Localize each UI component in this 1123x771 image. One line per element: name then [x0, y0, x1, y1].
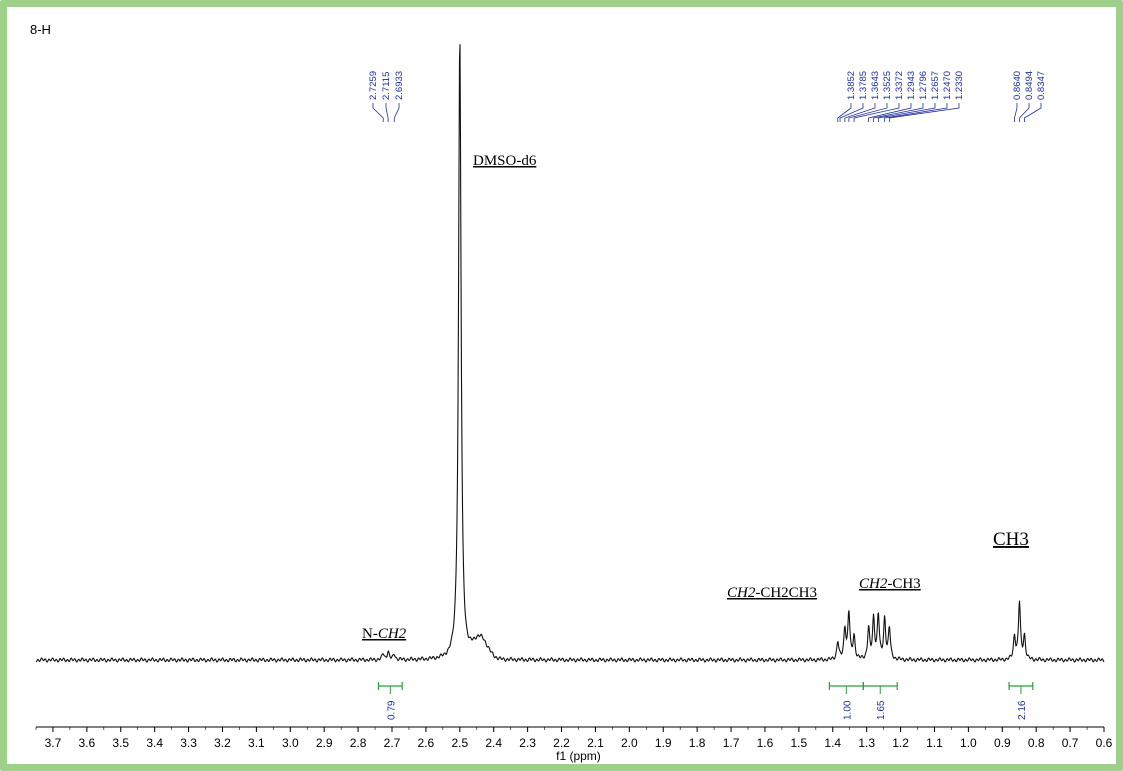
assignment-label-2: CH2-CH2CH3 — [727, 585, 817, 601]
peak-value-label: 0.8494 — [1024, 71, 1035, 100]
x-tick-label-13: 2.4 — [485, 736, 502, 750]
peak-value-label: 1.2470 — [942, 71, 953, 100]
peak-label-connector — [848, 103, 888, 122]
peak-value-label: 1.2657 — [930, 71, 941, 100]
x-tick-label-10: 2.7 — [384, 736, 401, 750]
x-tick-label-20: 1.7 — [723, 736, 740, 750]
peak-label-connector — [1014, 103, 1018, 122]
x-tick-label-19: 1.8 — [689, 736, 706, 750]
assignment-label-3: CH2-CH3 — [859, 576, 921, 592]
assignment-label-1: DMSO-d6 — [473, 153, 537, 169]
x-tick-label-27: 1.0 — [960, 736, 977, 750]
x-tick-label-21: 1.6 — [757, 736, 774, 750]
peak-label-connector — [888, 103, 960, 122]
x-tick-label-18: 1.9 — [655, 736, 672, 750]
peak-label-connector — [839, 103, 864, 122]
x-tick-label-1: 3.6 — [79, 736, 96, 750]
x-tick-label-0: 3.7 — [45, 736, 62, 750]
x-tick-label-3: 3.4 — [146, 736, 163, 750]
x-tick-label-26: 1.1 — [926, 736, 943, 750]
x-tick-label-14: 2.3 — [519, 736, 536, 750]
peak-label-connector — [385, 103, 389, 122]
assignment-label-0: N-CH2 — [362, 626, 407, 642]
x-tick-label-5: 3.2 — [214, 736, 231, 750]
spectrum-trace — [35, 44, 1105, 663]
x-tick-label-22: 1.5 — [791, 736, 808, 750]
x-tick-label-25: 1.2 — [892, 736, 909, 750]
sample-id: 8-H — [30, 22, 51, 37]
x-tick-label-31: 0.6 — [1096, 736, 1113, 750]
peak-label-connector — [873, 103, 924, 122]
peak-label-connector — [393, 103, 400, 122]
x-tick-label-29: 0.8 — [1028, 736, 1045, 750]
peak-value-label: 1.3785 — [858, 71, 869, 100]
peak-label-connector — [853, 103, 900, 122]
integral-value-label: 0.79 — [386, 700, 397, 720]
x-tick-label-12: 2.5 — [451, 736, 468, 750]
peak-value-label: 1.3525 — [882, 71, 893, 100]
x-tick-label-30: 0.7 — [1062, 736, 1079, 750]
peak-label-connector — [868, 103, 912, 122]
peak-value-label: 2.6933 — [394, 71, 405, 100]
x-tick-label-23: 1.4 — [824, 736, 841, 750]
assignment-label-4: CH3 — [993, 529, 1029, 550]
x-tick-label-17: 2.0 — [621, 736, 638, 750]
x-tick-label-2: 3.5 — [112, 736, 129, 750]
peak-label-connector — [837, 103, 852, 122]
x-tick-label-9: 2.8 — [350, 736, 367, 750]
x-tick-label-24: 1.3 — [858, 736, 875, 750]
peak-value-label: 1.3372 — [894, 71, 905, 100]
x-tick-label-6: 3.1 — [248, 736, 265, 750]
peak-value-label: 0.8640 — [1012, 71, 1023, 100]
integral-value-label: 1.00 — [842, 700, 853, 720]
peak-value-label: 1.2796 — [918, 71, 929, 100]
peak-label-connector — [877, 103, 936, 122]
peak-label-connector — [372, 103, 384, 122]
x-tick-label-8: 2.9 — [316, 736, 333, 750]
x-axis-label: f1 (ppm) — [556, 749, 601, 763]
peak-value-label: 0.8347 — [1036, 71, 1047, 100]
peak-label-connector — [1024, 103, 1042, 122]
peak-label-connector — [844, 103, 876, 122]
x-tick-label-11: 2.6 — [418, 736, 435, 750]
peak-value-label: 1.2330 — [954, 71, 965, 100]
x-tick-label-7: 3.0 — [282, 736, 299, 750]
peak-value-label: 2.7259 — [368, 71, 379, 100]
peak-value-label: 2.7115 — [381, 72, 392, 100]
x-tick-label-4: 3.3 — [180, 736, 197, 750]
peak-value-label: 1.3852 — [846, 71, 857, 100]
x-tick-label-16: 2.1 — [587, 736, 604, 750]
peak-label-connector — [884, 103, 948, 122]
x-tick-label-15: 2.2 — [553, 736, 570, 750]
peak-value-label: 1.3643 — [870, 71, 881, 100]
peak-label-connector — [1019, 103, 1030, 122]
integral-value-label: 1.65 — [876, 700, 887, 720]
peak-value-label: 1.2943 — [906, 71, 917, 100]
x-tick-label-28: 0.9 — [994, 736, 1011, 750]
integral-value-label: 2.16 — [1017, 700, 1028, 720]
